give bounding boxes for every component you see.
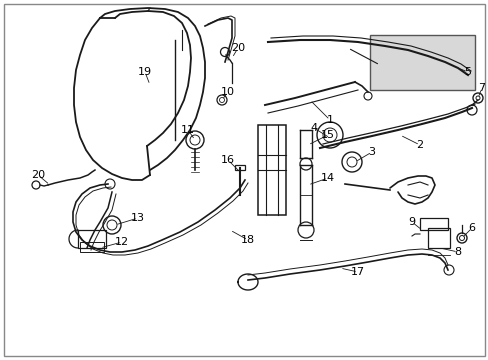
Text: 11: 11 bbox=[181, 125, 195, 135]
Text: 4: 4 bbox=[310, 123, 317, 133]
Text: 6: 6 bbox=[468, 223, 474, 233]
Bar bbox=[369, 35, 474, 90]
Text: 5: 5 bbox=[464, 67, 470, 77]
Bar bbox=[80, 242, 104, 252]
Text: 7: 7 bbox=[477, 83, 485, 93]
Text: 12: 12 bbox=[115, 237, 129, 247]
Bar bbox=[419, 218, 447, 230]
Text: 17: 17 bbox=[350, 267, 365, 277]
Text: 15: 15 bbox=[320, 130, 334, 140]
Text: 8: 8 bbox=[453, 247, 461, 257]
Text: 14: 14 bbox=[320, 173, 334, 183]
Text: 16: 16 bbox=[221, 155, 235, 165]
Text: 20: 20 bbox=[230, 43, 244, 53]
Bar bbox=[427, 228, 449, 248]
Text: 13: 13 bbox=[131, 213, 145, 223]
Text: 20: 20 bbox=[31, 170, 45, 180]
Bar bbox=[78, 230, 106, 248]
Text: 2: 2 bbox=[416, 140, 423, 150]
Text: 10: 10 bbox=[221, 87, 235, 97]
Bar bbox=[258, 125, 285, 215]
Text: 19: 19 bbox=[138, 67, 152, 77]
Text: 18: 18 bbox=[241, 235, 255, 245]
Text: 3: 3 bbox=[368, 147, 375, 157]
Bar bbox=[235, 165, 244, 170]
Text: 1: 1 bbox=[326, 115, 333, 125]
Text: 9: 9 bbox=[407, 217, 415, 227]
